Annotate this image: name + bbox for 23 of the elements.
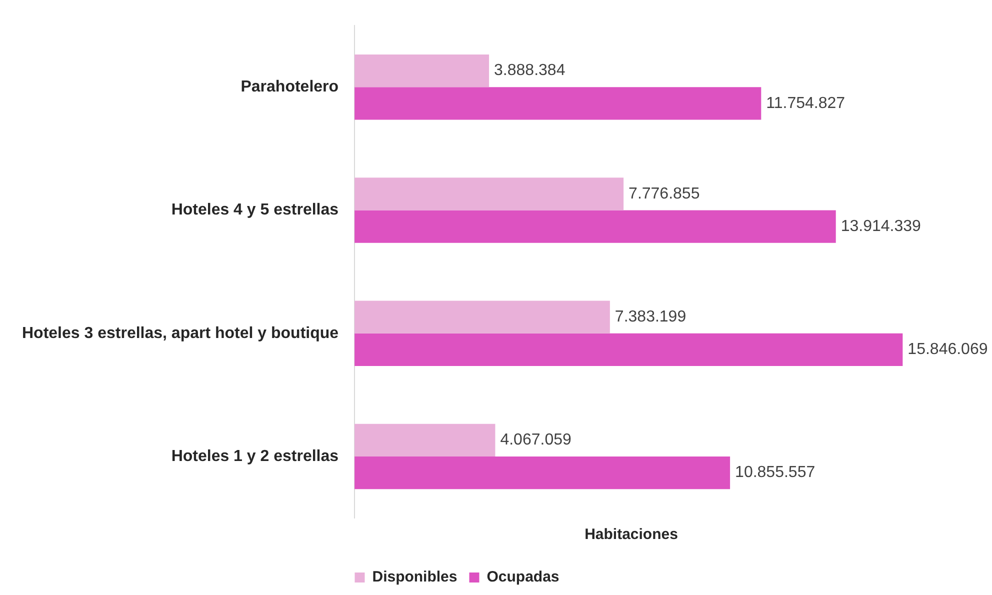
bar	[354, 210, 836, 243]
legend-label: Disponibles	[372, 568, 458, 586]
y-tick-label: Hoteles 1 y 2 estrellas	[171, 448, 339, 465]
y-tick-label: Hoteles 4 y 5 estrellas	[171, 202, 339, 219]
y-tick-label: Parahotelero	[240, 78, 339, 96]
data-label: 10.855.557	[735, 464, 816, 482]
bar	[354, 54, 490, 88]
bar	[354, 178, 624, 210]
data-label: 7.383.199	[614, 308, 686, 326]
data-label: 15.846.069	[908, 341, 988, 358]
y-tick-label: Hoteles 3 estrellas, apart hotel y boutique	[22, 324, 339, 342]
data-label: 4.067.059	[500, 432, 572, 449]
bar	[354, 300, 610, 334]
data-label: 3.888.384	[494, 62, 566, 80]
bar	[354, 424, 496, 456]
bar	[354, 456, 730, 490]
data-label: 7.776.855	[628, 185, 700, 202]
data-label: 11.754.827	[766, 94, 846, 112]
legend-label: Ocupadas	[486, 568, 560, 586]
bar	[354, 87, 762, 120]
x-axis-title: Habitaciones	[584, 526, 678, 544]
data-label: 13.914.339	[840, 218, 922, 235]
bar	[354, 333, 903, 366]
